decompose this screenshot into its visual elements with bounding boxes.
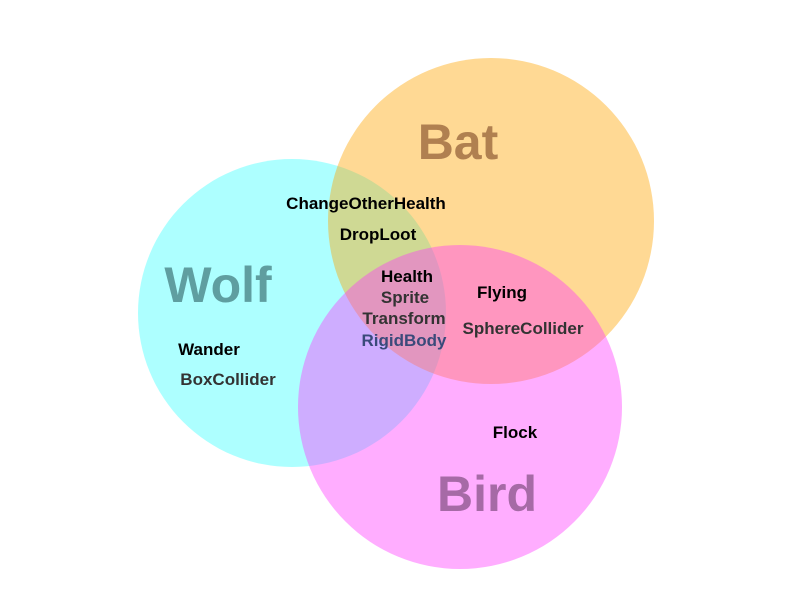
label-sphere-collider: SphereCollider [463, 319, 584, 338]
bird-circle [298, 245, 622, 569]
bird-title: Bird [437, 466, 537, 522]
region-labels: ChangeOtherHealth DropLoot Health Sprite… [178, 194, 584, 442]
label-flock: Flock [493, 423, 538, 442]
wolf-title: Wolf [164, 257, 272, 313]
label-flying: Flying [477, 283, 527, 302]
label-wander: Wander [178, 340, 240, 359]
wolf-circle [138, 159, 446, 467]
label-health: Health [381, 267, 433, 286]
label-sprite: Sprite [381, 288, 429, 307]
bat-title: Bat [418, 114, 499, 170]
set-titles: Wolf Bat Bird [164, 114, 537, 522]
label-transform: Transform [362, 309, 445, 328]
label-change-other-health: ChangeOtherHealth [286, 194, 446, 213]
label-rigid-body: RigidBody [362, 331, 448, 350]
circles [138, 58, 654, 569]
bat-circle [328, 58, 654, 384]
label-box-collider: BoxCollider [180, 370, 276, 389]
label-drop-loot: DropLoot [340, 225, 417, 244]
